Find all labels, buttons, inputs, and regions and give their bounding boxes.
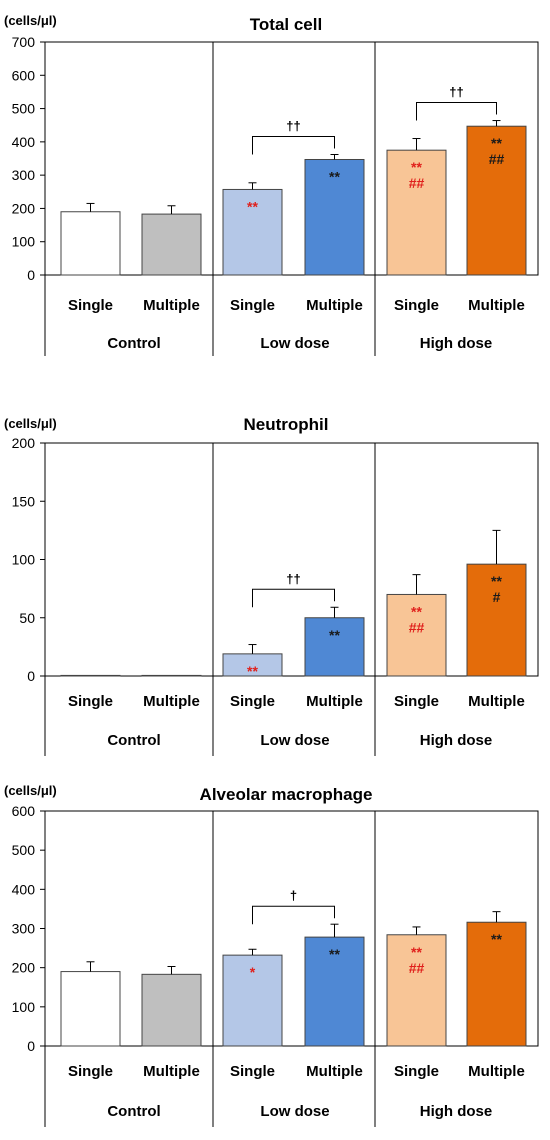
bar — [304, 158, 365, 276]
bar — [141, 973, 202, 1047]
dagger-mark: † — [290, 888, 297, 903]
bar — [386, 149, 447, 276]
bar — [386, 934, 447, 1047]
y-tick-label: 50 — [19, 610, 35, 626]
chart-title: Total cell — [250, 15, 322, 34]
y-tick-label: 100 — [12, 999, 36, 1015]
bar — [60, 971, 121, 1047]
category-label: Multiple — [306, 1063, 363, 1080]
category-label: Multiple — [143, 297, 200, 314]
y-tick-label: 100 — [12, 234, 36, 250]
category-label: Single — [68, 693, 113, 710]
bar — [222, 954, 283, 1047]
significance-mark: ## — [409, 175, 425, 191]
comparison-bracket — [252, 136, 335, 155]
significance-mark: ** — [329, 627, 340, 643]
y-tick-label: 200 — [12, 200, 36, 216]
bar — [466, 125, 527, 276]
comparison-bracket — [252, 905, 335, 925]
category-label: Single — [230, 297, 275, 314]
y-tick-label: 700 — [12, 34, 36, 50]
category-label: Single — [394, 297, 439, 314]
bar — [386, 593, 447, 677]
comparison-bracket — [252, 588, 335, 608]
y-tick-label: 100 — [12, 552, 36, 568]
bar — [304, 936, 365, 1047]
y-tick-label: 300 — [12, 167, 36, 183]
significance-mark: ** — [491, 135, 502, 151]
category-label: Multiple — [306, 297, 363, 314]
y-tick-label: 0 — [27, 1038, 35, 1054]
significance-mark: ** — [329, 946, 340, 962]
group-label: Control — [107, 1103, 160, 1120]
bar — [141, 674, 202, 677]
bar — [304, 617, 365, 677]
group-label: High dose — [420, 732, 493, 749]
y-tick-label: 400 — [12, 881, 36, 897]
bar — [60, 211, 121, 276]
dagger-mark: †† — [286, 571, 300, 586]
y-tick-label: 200 — [12, 960, 36, 976]
y-axis-unit: (cells/μl) — [4, 13, 57, 28]
y-tick-label: 0 — [27, 668, 35, 684]
significance-mark: ** — [247, 663, 258, 679]
group-label: Control — [107, 732, 160, 749]
significance-mark: ## — [489, 151, 505, 167]
category-label: Single — [230, 693, 275, 710]
y-tick-label: 150 — [12, 493, 36, 509]
category-label: Single — [394, 693, 439, 710]
significance-mark: ## — [409, 619, 425, 635]
y-axis-unit: (cells/μl) — [4, 416, 57, 431]
significance-mark: * — [250, 964, 256, 980]
y-tick-label: 600 — [12, 803, 36, 819]
category-label: Single — [68, 297, 113, 314]
category-label: Multiple — [143, 693, 200, 710]
significance-mark: ** — [411, 944, 422, 960]
significance-mark: ** — [329, 168, 340, 184]
chart-title: Neutrophil — [244, 415, 329, 434]
category-label: Single — [230, 1063, 275, 1080]
significance-mark: ** — [411, 159, 422, 175]
significance-mark: ** — [411, 603, 422, 619]
group-label: Low dose — [260, 1103, 329, 1120]
y-tick-label: 600 — [12, 67, 36, 83]
chart-title: Alveolar macrophage — [200, 785, 373, 804]
significance-mark: ** — [247, 198, 258, 214]
group-label: Control — [107, 335, 160, 352]
group-label: High dose — [420, 335, 493, 352]
dagger-mark: †† — [449, 85, 463, 100]
y-tick-label: 300 — [12, 921, 36, 937]
bar — [60, 674, 121, 677]
category-label: Multiple — [468, 693, 525, 710]
bar — [466, 921, 527, 1047]
significance-mark: ** — [491, 931, 502, 947]
y-axis-unit: (cells/μl) — [4, 783, 57, 798]
y-tick-label: 200 — [12, 435, 36, 451]
group-label: High dose — [420, 1103, 493, 1120]
group-label: Low dose — [260, 732, 329, 749]
y-tick-label: 0 — [27, 267, 35, 283]
y-tick-label: 500 — [12, 842, 36, 858]
category-label: Multiple — [468, 1063, 525, 1080]
comparison-bracket — [416, 102, 497, 121]
significance-mark: # — [493, 589, 501, 605]
category-label: Multiple — [306, 693, 363, 710]
plot-frame — [44, 442, 539, 677]
bar — [141, 213, 202, 276]
group-label: Low dose — [260, 335, 329, 352]
category-label: Multiple — [143, 1063, 200, 1080]
significance-mark: ## — [409, 960, 425, 976]
y-tick-label: 500 — [12, 101, 36, 117]
category-label: Single — [394, 1063, 439, 1080]
significance-mark: ** — [491, 573, 502, 589]
y-tick-label: 400 — [12, 134, 36, 150]
category-label: Single — [68, 1063, 113, 1080]
category-label: Multiple — [468, 297, 525, 314]
dagger-mark: †† — [286, 119, 300, 134]
plot-frame — [44, 41, 539, 276]
